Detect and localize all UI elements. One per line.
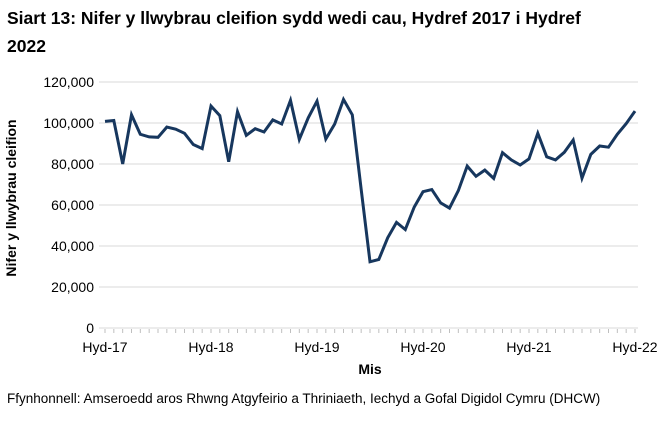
series-line-pathways-closed xyxy=(104,95,637,264)
x-tick-label: Hyd-22 xyxy=(612,339,657,355)
x-tick-label: Hyd-19 xyxy=(294,339,339,355)
y-tick-label: 20,000 xyxy=(51,279,94,295)
y-tick-label: 80,000 xyxy=(51,156,94,172)
x-tick-label: Hyd-20 xyxy=(400,339,445,355)
x-axis-month-ticks xyxy=(104,329,636,333)
page-title: Siart 13: Nifer y llwybrau cleifion sydd… xyxy=(7,8,581,56)
x-axis-tick-labels: Hyd-17 Hyd-18 Hyd-19 Hyd-20 Hyd-21 Hyd-22 xyxy=(82,339,657,355)
y-tick-label: 40,000 xyxy=(51,238,94,254)
y-tick-label: 120,000 xyxy=(43,74,94,90)
y-tick-label: 60,000 xyxy=(51,197,94,213)
source-note: Ffynhonnell: Amseroedd aros Rhwng Atgyfe… xyxy=(7,391,601,406)
y-axis-tick-labels: 0 20,000 40,000 60,000 80,000 100,000 120,000 xyxy=(43,74,94,336)
gridlines xyxy=(99,81,638,329)
x-axis-title: Mis xyxy=(358,361,382,377)
y-tick-label: 0 xyxy=(86,320,94,336)
y-axis-title: Nifer y llwybrau cleifion xyxy=(3,119,19,276)
x-tick-label: Hyd-18 xyxy=(188,339,233,355)
x-tick-label: Hyd-21 xyxy=(506,339,551,355)
x-tick-label: Hyd-17 xyxy=(82,339,127,355)
y-tick-label: 100,000 xyxy=(43,115,94,131)
